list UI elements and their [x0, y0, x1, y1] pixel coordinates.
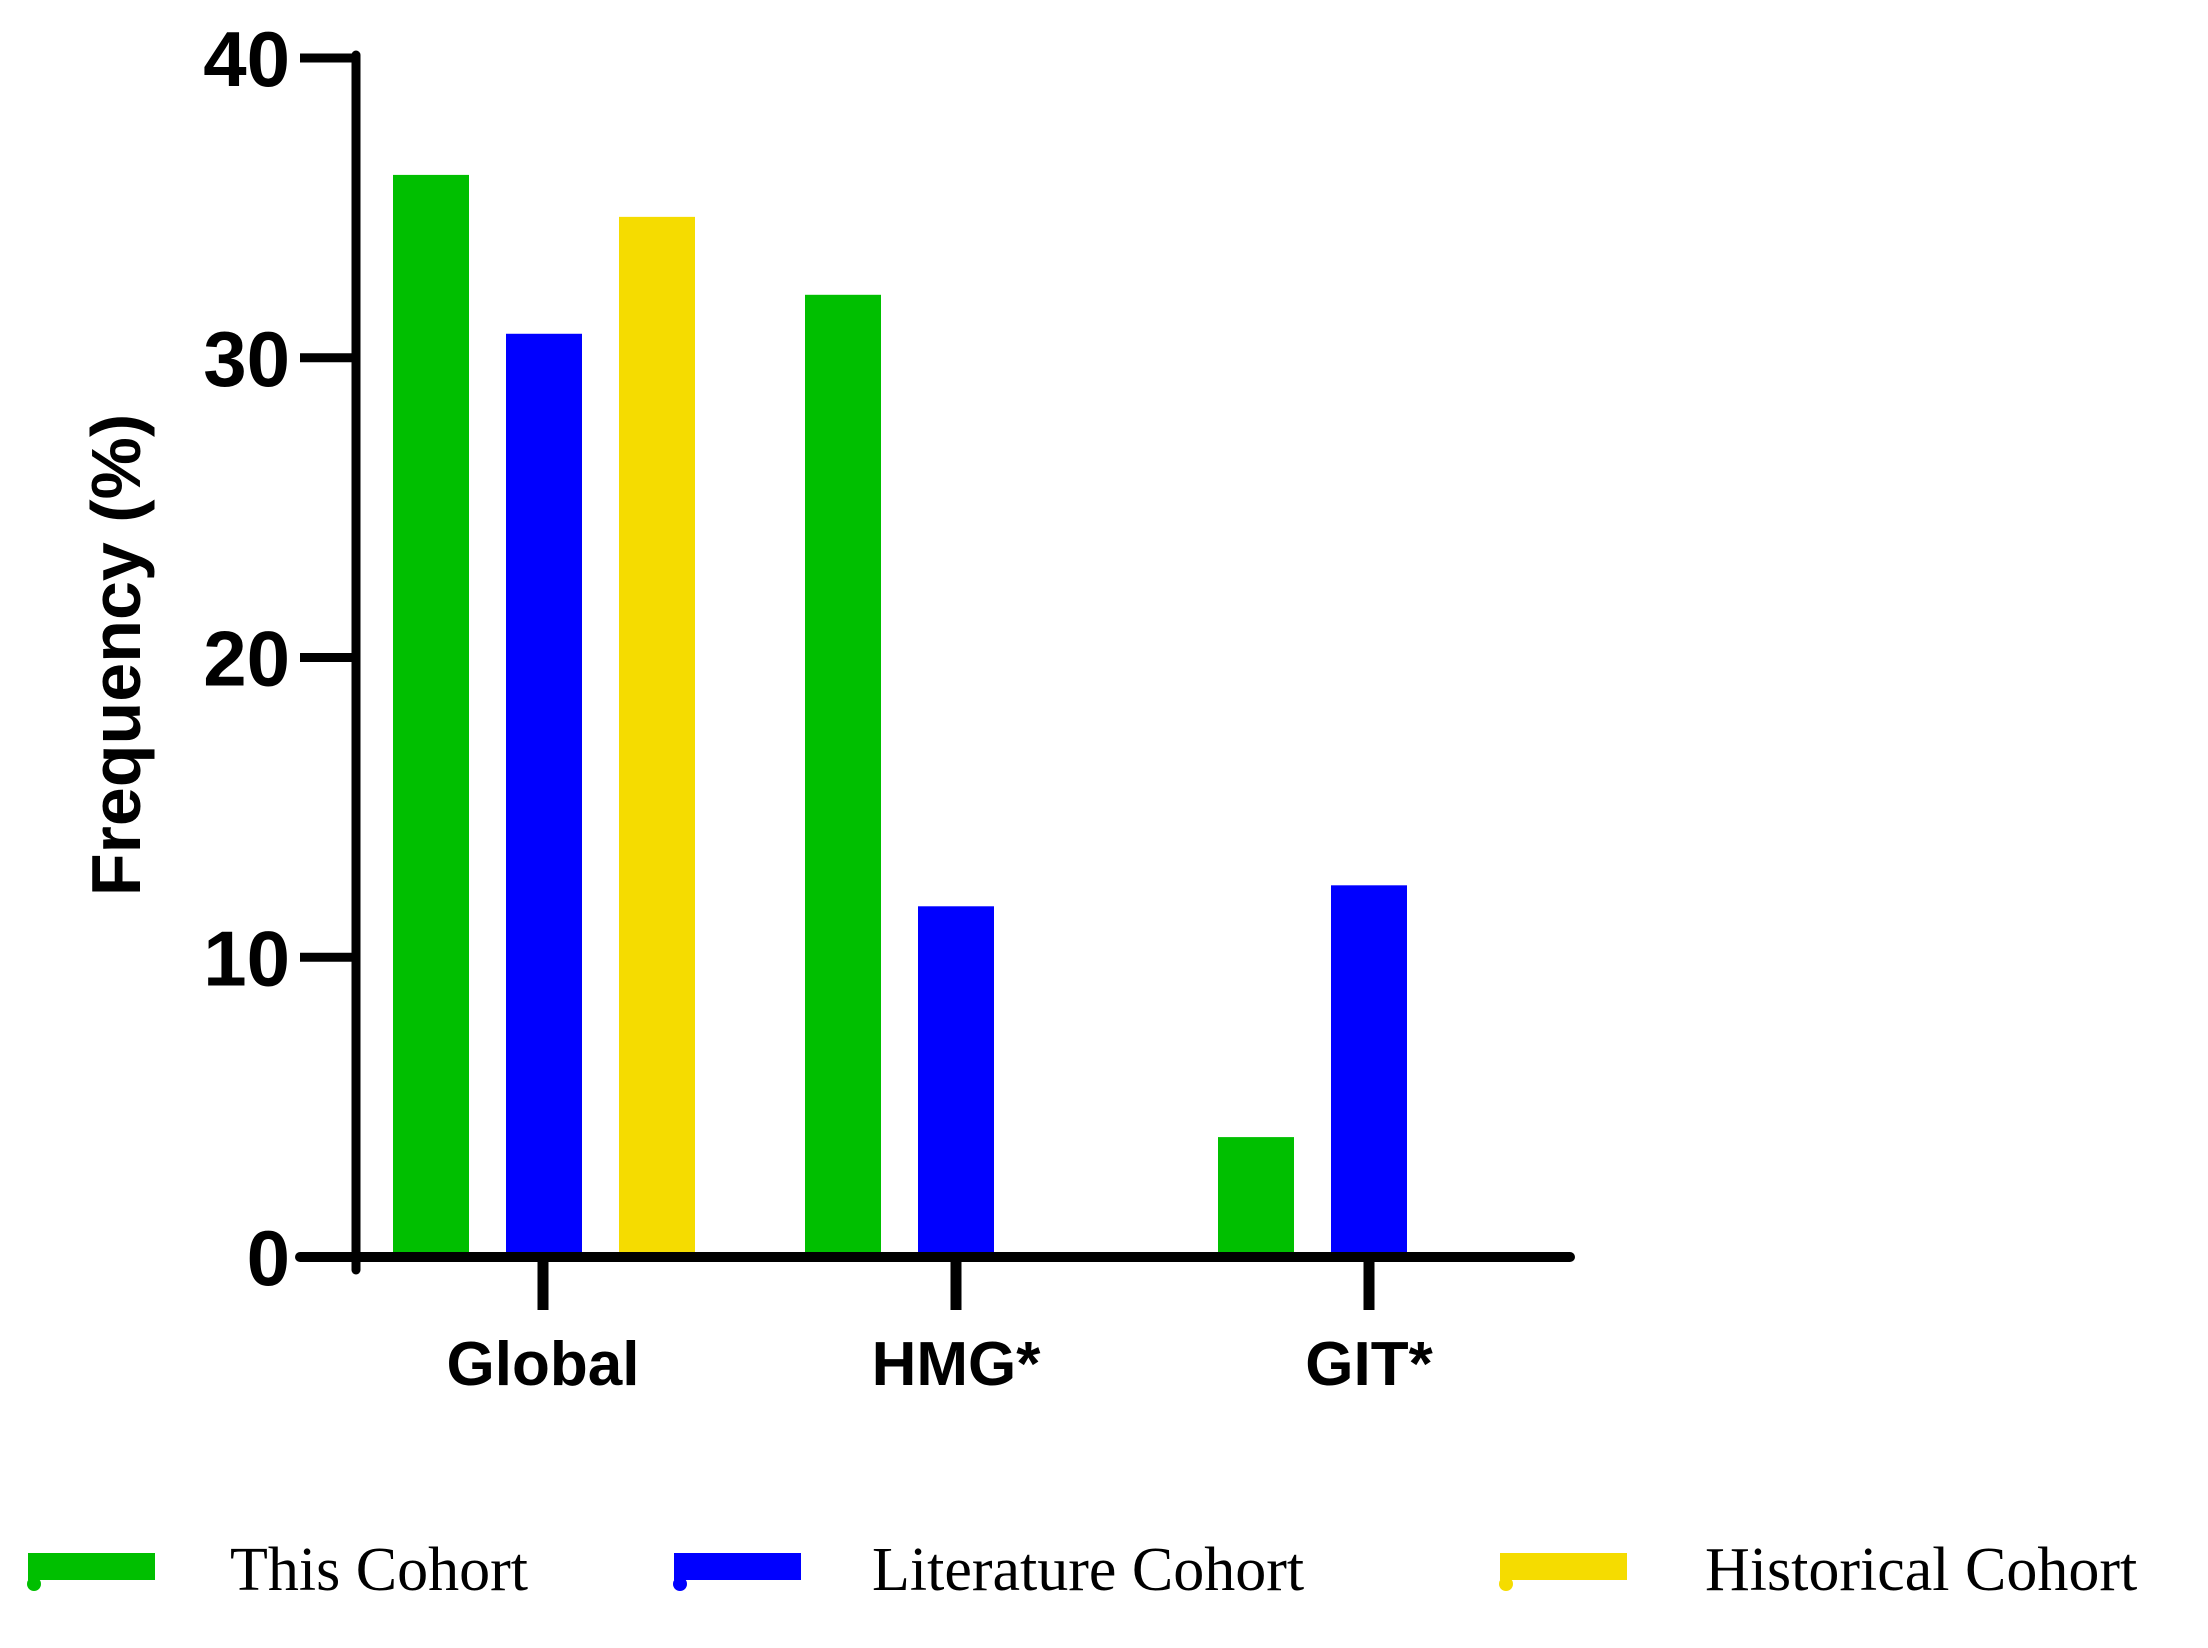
y-tick-label-2: 20 — [203, 615, 290, 703]
y-tick-label-0: 0 — [247, 1214, 290, 1302]
legend-item-2: Historical Cohort — [1499, 1536, 2137, 1604]
bar-literature-cohort-global — [506, 333, 582, 1257]
legend-item-1: Literature Cohort — [673, 1536, 1304, 1604]
y-tick-label-1: 10 — [203, 914, 290, 1002]
x-tick-label-0: Global — [447, 1330, 640, 1399]
x-tick-label-1: HMG* — [872, 1330, 1042, 1399]
bars-layer — [393, 174, 1407, 1258]
legend-label-1: Literature Cohort — [872, 1536, 1304, 1604]
bar-this-cohort-git — [1218, 1137, 1294, 1257]
bar-literature-cohort-git — [1331, 885, 1407, 1257]
legend: This Cohort Literature Cohort Historical C… — [27, 1536, 2137, 1604]
bar-historical-cohort-global — [619, 216, 695, 1258]
legend-label-2: Historical Cohort — [1705, 1536, 2137, 1604]
legend-swatch-1 — [674, 1553, 801, 1580]
bar-literature-cohort-hmg — [918, 906, 994, 1257]
y-tick-label-3: 30 — [203, 315, 290, 403]
x-tick-label-2: GIT* — [1305, 1330, 1433, 1399]
bar-this-cohort-global — [393, 174, 469, 1258]
legend-swatch-2 — [1500, 1553, 1627, 1580]
y-tick-label-4: 40 — [203, 15, 290, 103]
legend-item-0: This Cohort — [27, 1536, 528, 1604]
legend-swatch-dot-0 — [27, 1577, 41, 1591]
axes-layer — [295, 50, 1575, 1275]
legend-swatch-dot-2 — [1499, 1577, 1513, 1591]
bar-this-cohort-hmg — [805, 294, 881, 1257]
legend-label-0: This Cohort — [230, 1536, 528, 1604]
legend-swatch-dot-1 — [673, 1577, 687, 1591]
x-ticks-layer: Global HMG* GIT* — [447, 1257, 1434, 1399]
legend-swatch-0 — [28, 1553, 155, 1580]
y-axis-title: Frequency (%) — [77, 414, 155, 896]
y-ticks-layer: 0 10 20 30 40 — [203, 15, 356, 1302]
